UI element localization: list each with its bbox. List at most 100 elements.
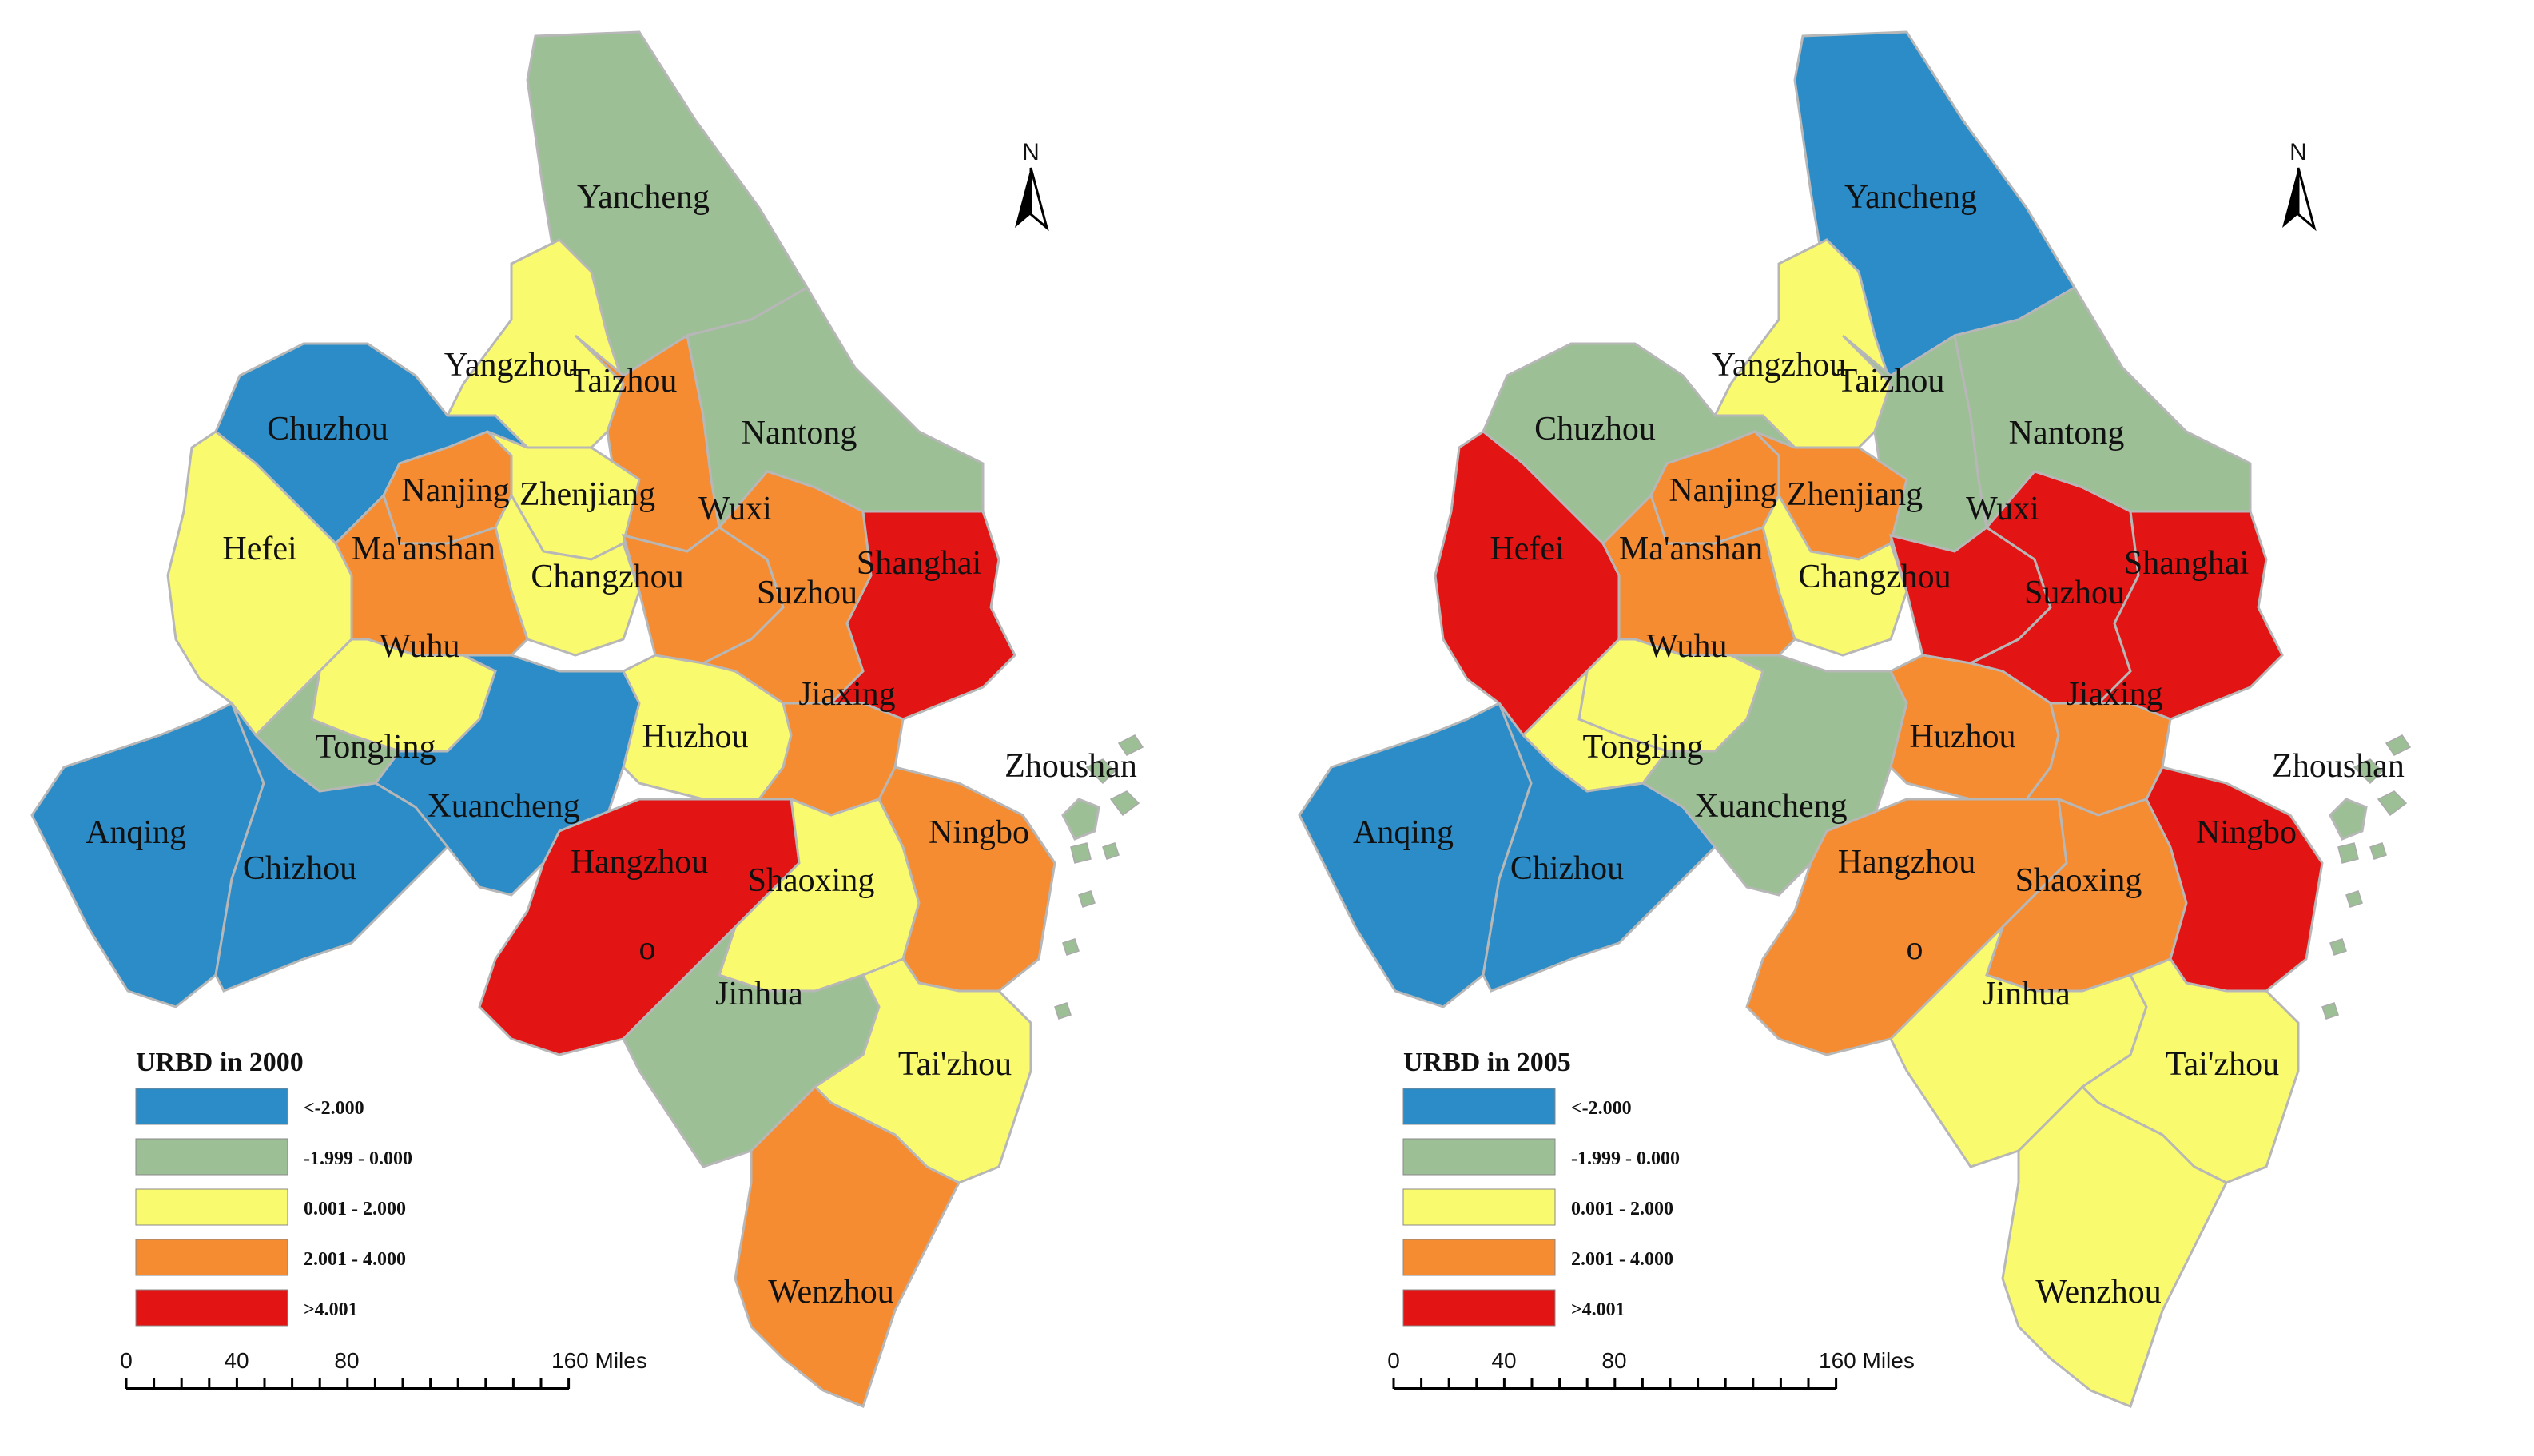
label-ningbo: Ningbo [2196, 814, 2297, 851]
label-xuancheng: Xuancheng [1694, 788, 1847, 825]
north-label: N [1022, 139, 1040, 165]
region-chizhou [1482, 702, 1717, 993]
scale-tick-label: 40 [1491, 1348, 1516, 1373]
label-nanjing: Nanjing [1669, 472, 1776, 509]
label-changzhou: Changzhou [531, 559, 683, 595]
island-5 [2345, 890, 2363, 908]
label-shanghai: Shanghai [2124, 545, 2249, 582]
legend-swatch [135, 1138, 288, 1176]
label-hefei: Hefei [1490, 531, 1564, 567]
island-1 [2377, 790, 2408, 817]
island-5 [1078, 890, 1096, 908]
island-6 [2329, 938, 2347, 956]
scale-bar: 0 40 80 160 Miles [1387, 1348, 1915, 1390]
label-shaoxing: Shaoxing [748, 862, 875, 899]
scale-tick-label: 0 [1387, 1348, 1400, 1373]
label-taizhou: Taizhou [1837, 363, 1945, 400]
island-0 [1085, 758, 1116, 785]
label-taizhou2: Tai'zhou [2166, 1046, 2279, 1083]
label-hangzhou: Hangzhou [571, 844, 709, 881]
legend-swatch [1402, 1239, 1556, 1276]
label-zhoushan: Zhoushan [1004, 748, 1137, 785]
legend-label: 2.001 - 4.000 [1571, 1249, 1673, 1270]
island-2 [1070, 842, 1092, 864]
label-zhoushan: Zhoushan [2272, 748, 2405, 785]
island-1 [1109, 790, 1140, 817]
label-yancheng: Yancheng [577, 179, 710, 216]
legend-label: <-2.000 [1571, 1098, 1632, 1119]
label-chizhou: Chizhou [243, 850, 356, 887]
label-shanghai: Shanghai [857, 545, 981, 582]
city-marker: o [1907, 930, 1923, 967]
label-shaoxing: Shaoxing [2015, 862, 2142, 899]
label-jiaxing: Jiaxing [798, 676, 895, 713]
legend-swatch [1402, 1289, 1556, 1327]
label-wuhu: Wuhu [380, 628, 460, 665]
legend-label: >4.001 [1571, 1299, 1625, 1320]
label-yangzhou: Yangzhou [1712, 347, 1846, 384]
region-taizhou2 [2080, 957, 2300, 1184]
label-jiaxing: Jiaxing [2066, 676, 2162, 713]
region-zhoushan [2329, 798, 2368, 841]
label-xuancheng: Xuancheng [427, 788, 579, 825]
label-tongling: Tongling [1582, 729, 1703, 766]
label-suzhou: Suzhou [757, 575, 857, 611]
island-7 [2321, 1002, 2339, 1020]
label-anqing: Anqing [1353, 814, 1454, 851]
legend-label: -1.999 - 0.000 [304, 1148, 412, 1169]
label-nanjing: Nanjing [401, 472, 509, 509]
label-changzhou: Changzhou [1798, 559, 1951, 595]
label-yangzhou: Yangzhou [444, 347, 579, 384]
region-shanghai [2095, 510, 2284, 721]
label-maanshan: Ma'anshan [352, 531, 495, 567]
region-wenzhou [2001, 1084, 2229, 1408]
legend-swatch [135, 1239, 288, 1276]
island-7 [1054, 1002, 1072, 1020]
label-jinhua: Jinhua [1983, 976, 2071, 1012]
label-nantong: Nantong [2009, 415, 2125, 452]
label-wuxi: Wuxi [1966, 491, 2039, 527]
label-ningbo: Ningbo [929, 814, 1029, 851]
label-taizhou: Taizhou [570, 363, 678, 400]
scale-bar: 0 40 80 160 Miles [120, 1348, 647, 1390]
legend-label: -1.999 - 0.000 [1571, 1148, 1680, 1169]
label-yancheng: Yancheng [1844, 179, 1977, 216]
label-maanshan: Ma'anshan [1619, 531, 1763, 567]
label-wuhu: Wuhu [1647, 628, 1728, 665]
legend-label: 0.001 - 2.000 [304, 1199, 406, 1219]
legend-label: <-2.000 [304, 1098, 364, 1119]
region-wenzhou [734, 1084, 961, 1408]
label-huzhou: Huzhou [1910, 718, 2016, 755]
scale-tick-label: 160 Miles [1819, 1348, 1915, 1373]
label-wenzhou: Wenzhou [768, 1274, 894, 1311]
north-arrow-icon: N [2282, 139, 2317, 232]
region-taizhou2 [813, 957, 1032, 1184]
scale-tick-label: 80 [334, 1348, 359, 1373]
label-chizhou: Chizhou [1510, 850, 1624, 887]
legend-swatch [135, 1289, 288, 1327]
island-0 [2353, 758, 2384, 785]
island-4 [1117, 734, 1144, 756]
region-chizhou [214, 702, 450, 993]
label-huzhou: Huzhou [642, 718, 749, 755]
north-arrow-icon: N [1015, 139, 1049, 232]
label-jinhua: Jinhua [715, 976, 803, 1012]
label-hangzhou: Hangzhou [1838, 844, 1976, 881]
label-taizhou2: Tai'zhou [898, 1046, 1012, 1083]
map-panel-2000: Yancheng Yangzhou Taizhou Nantong Chuzhou Nan… [30, 30, 1144, 1408]
legend-swatch [1402, 1188, 1556, 1226]
label-wenzhou: Wenzhou [2035, 1274, 2162, 1311]
label-chuzhou: Chuzhou [1534, 411, 1656, 448]
label-hefei: Hefei [222, 531, 296, 567]
label-wuxi: Wuxi [698, 491, 772, 527]
legend-label: 0.001 - 2.000 [1571, 1199, 1673, 1219]
region-ningbo [877, 766, 1056, 993]
map-panel-2005: Yancheng Yangzhou Taizhou Nantong Chuzhou Nan… [1267, 0, 2534, 1456]
legend-swatch [1402, 1088, 1556, 1125]
legend-title: URBD in 2000 [136, 1048, 304, 1077]
label-tongling: Tongling [315, 729, 436, 766]
legend: URBD in 2005<-2.000 -1.999 - 0.000 0.001 -… [1402, 1048, 1680, 1327]
region-zhoushan [1061, 798, 1100, 841]
